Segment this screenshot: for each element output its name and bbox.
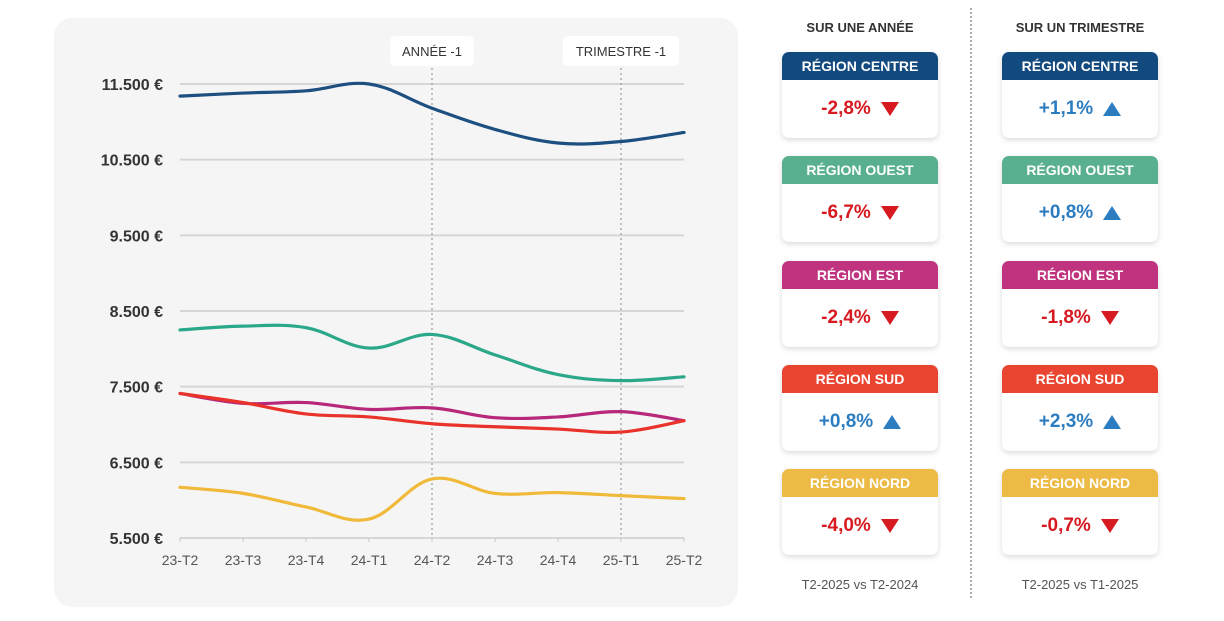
x-tick-label: 24-T4 (540, 552, 577, 568)
variation-value: +1,1% (1038, 98, 1094, 119)
region-card-title: RÉGION OUEST (1002, 156, 1158, 184)
region-card: RÉGION SUD +0,8% (782, 365, 938, 451)
reference-label-box (390, 36, 474, 66)
variation-value: +0,8% (818, 411, 874, 432)
footer-quarter: T2-2025 vs T1-2025 (1021, 577, 1139, 592)
variation-value: -6,7% (821, 202, 871, 223)
variation-value: -4,0% (821, 515, 871, 536)
y-tick-label: 11.500 € (102, 77, 164, 94)
region-card: RÉGION NORD -4,0% (782, 469, 938, 555)
triangle-up-icon (1103, 206, 1122, 220)
region-card-body: +0,8% (1002, 184, 1158, 242)
region-card-body: -6,7% (782, 184, 938, 242)
region-card-title: RÉGION SUD (782, 365, 938, 393)
region-card-body: +0,8% (782, 393, 938, 451)
triangle-down-icon (880, 206, 899, 220)
region-card-body: -4,0% (782, 497, 938, 555)
column-title-quarter: SUR UN TRIMESTRE (1015, 20, 1145, 35)
variation-value: -1,8% (1041, 307, 1091, 328)
variation-value: -0,7% (1041, 515, 1091, 536)
region-card-title: RÉGION EST (1002, 261, 1158, 289)
region-card-body: -2,8% (782, 80, 938, 138)
region-card-body: -2,4% (782, 289, 938, 347)
chart-panel (54, 18, 738, 607)
region-card: RÉGION OUEST +0,8% (1002, 156, 1158, 242)
y-tick-label: 5.500 € (110, 531, 163, 548)
triangle-down-icon (880, 519, 899, 533)
x-tick-label: 24-T3 (477, 552, 514, 568)
region-card: RÉGION EST -1,8% (1002, 261, 1158, 347)
region-card-title: RÉGION OUEST (782, 156, 938, 184)
region-card: RÉGION OUEST -6,7% (782, 156, 938, 242)
x-tick-label: 25-T1 (603, 552, 640, 568)
x-tick-label: 25-T2 (666, 552, 703, 568)
column-title-year: SUR UNE ANNÉE (806, 20, 914, 35)
region-card-title: RÉGION CENTRE (1002, 52, 1158, 80)
reference-label: ANNÉE -1 (402, 44, 462, 59)
variation-value: -2,4% (821, 307, 871, 328)
x-tick-label: 23-T4 (288, 552, 325, 568)
region-card-body: -1,8% (1002, 289, 1158, 347)
y-tick-label: 9.500 € (110, 228, 163, 245)
region-card-title: RÉGION EST (782, 261, 938, 289)
series-line-r-gion-sud (178, 391, 686, 435)
column-divider (970, 8, 972, 598)
region-card: RÉGION NORD -0,7% (1002, 469, 1158, 555)
triangle-down-icon (880, 102, 899, 116)
reference-label: TRIMESTRE -1 (576, 44, 666, 59)
region-card-title: RÉGION NORD (782, 469, 938, 497)
x-tick-label: 24-T2 (414, 552, 451, 568)
series-line-r-gion-est (178, 391, 686, 423)
footer-year: T2-2025 vs T2-2024 (801, 577, 919, 592)
region-card: RÉGION SUD +2,3% (1002, 365, 1158, 451)
region-card-title: RÉGION SUD (1002, 365, 1158, 393)
region-card-body: -0,7% (1002, 497, 1158, 555)
x-tick-label: 23-T2 (162, 552, 199, 568)
region-card: RÉGION CENTRE -2,8% (782, 52, 938, 138)
region-card-body: +1,1% (1002, 80, 1158, 138)
triangle-up-icon (883, 415, 902, 429)
x-tick-label: 24-T1 (351, 552, 388, 568)
region-card-title: RÉGION NORD (1002, 469, 1158, 497)
y-tick-label: 6.500 € (110, 455, 163, 472)
triangle-down-icon (880, 311, 899, 325)
variation-value: +2,3% (1038, 411, 1094, 432)
triangle-down-icon (1100, 519, 1119, 533)
y-tick-label: 7.500 € (110, 380, 163, 397)
region-card-body: +2,3% (1002, 393, 1158, 451)
triangle-up-icon (1103, 415, 1122, 429)
x-tick-label: 23-T3 (225, 552, 262, 568)
y-tick-label: 10.500 € (101, 153, 163, 170)
triangle-down-icon (1100, 311, 1119, 325)
series-line-r-gion-centre (178, 81, 686, 146)
region-card: RÉGION EST -2,4% (782, 261, 938, 347)
variation-value: +0,8% (1038, 202, 1094, 223)
triangle-up-icon (1103, 102, 1122, 116)
series-line-r-gion-nord (178, 476, 686, 522)
region-card-title: RÉGION CENTRE (782, 52, 938, 80)
region-card: RÉGION CENTRE +1,1% (1002, 52, 1158, 138)
series-line-r-gion-ouest (178, 323, 686, 383)
reference-label-box (562, 36, 680, 66)
variation-value: -2,8% (821, 98, 871, 119)
y-tick-label: 8.500 € (110, 304, 163, 321)
